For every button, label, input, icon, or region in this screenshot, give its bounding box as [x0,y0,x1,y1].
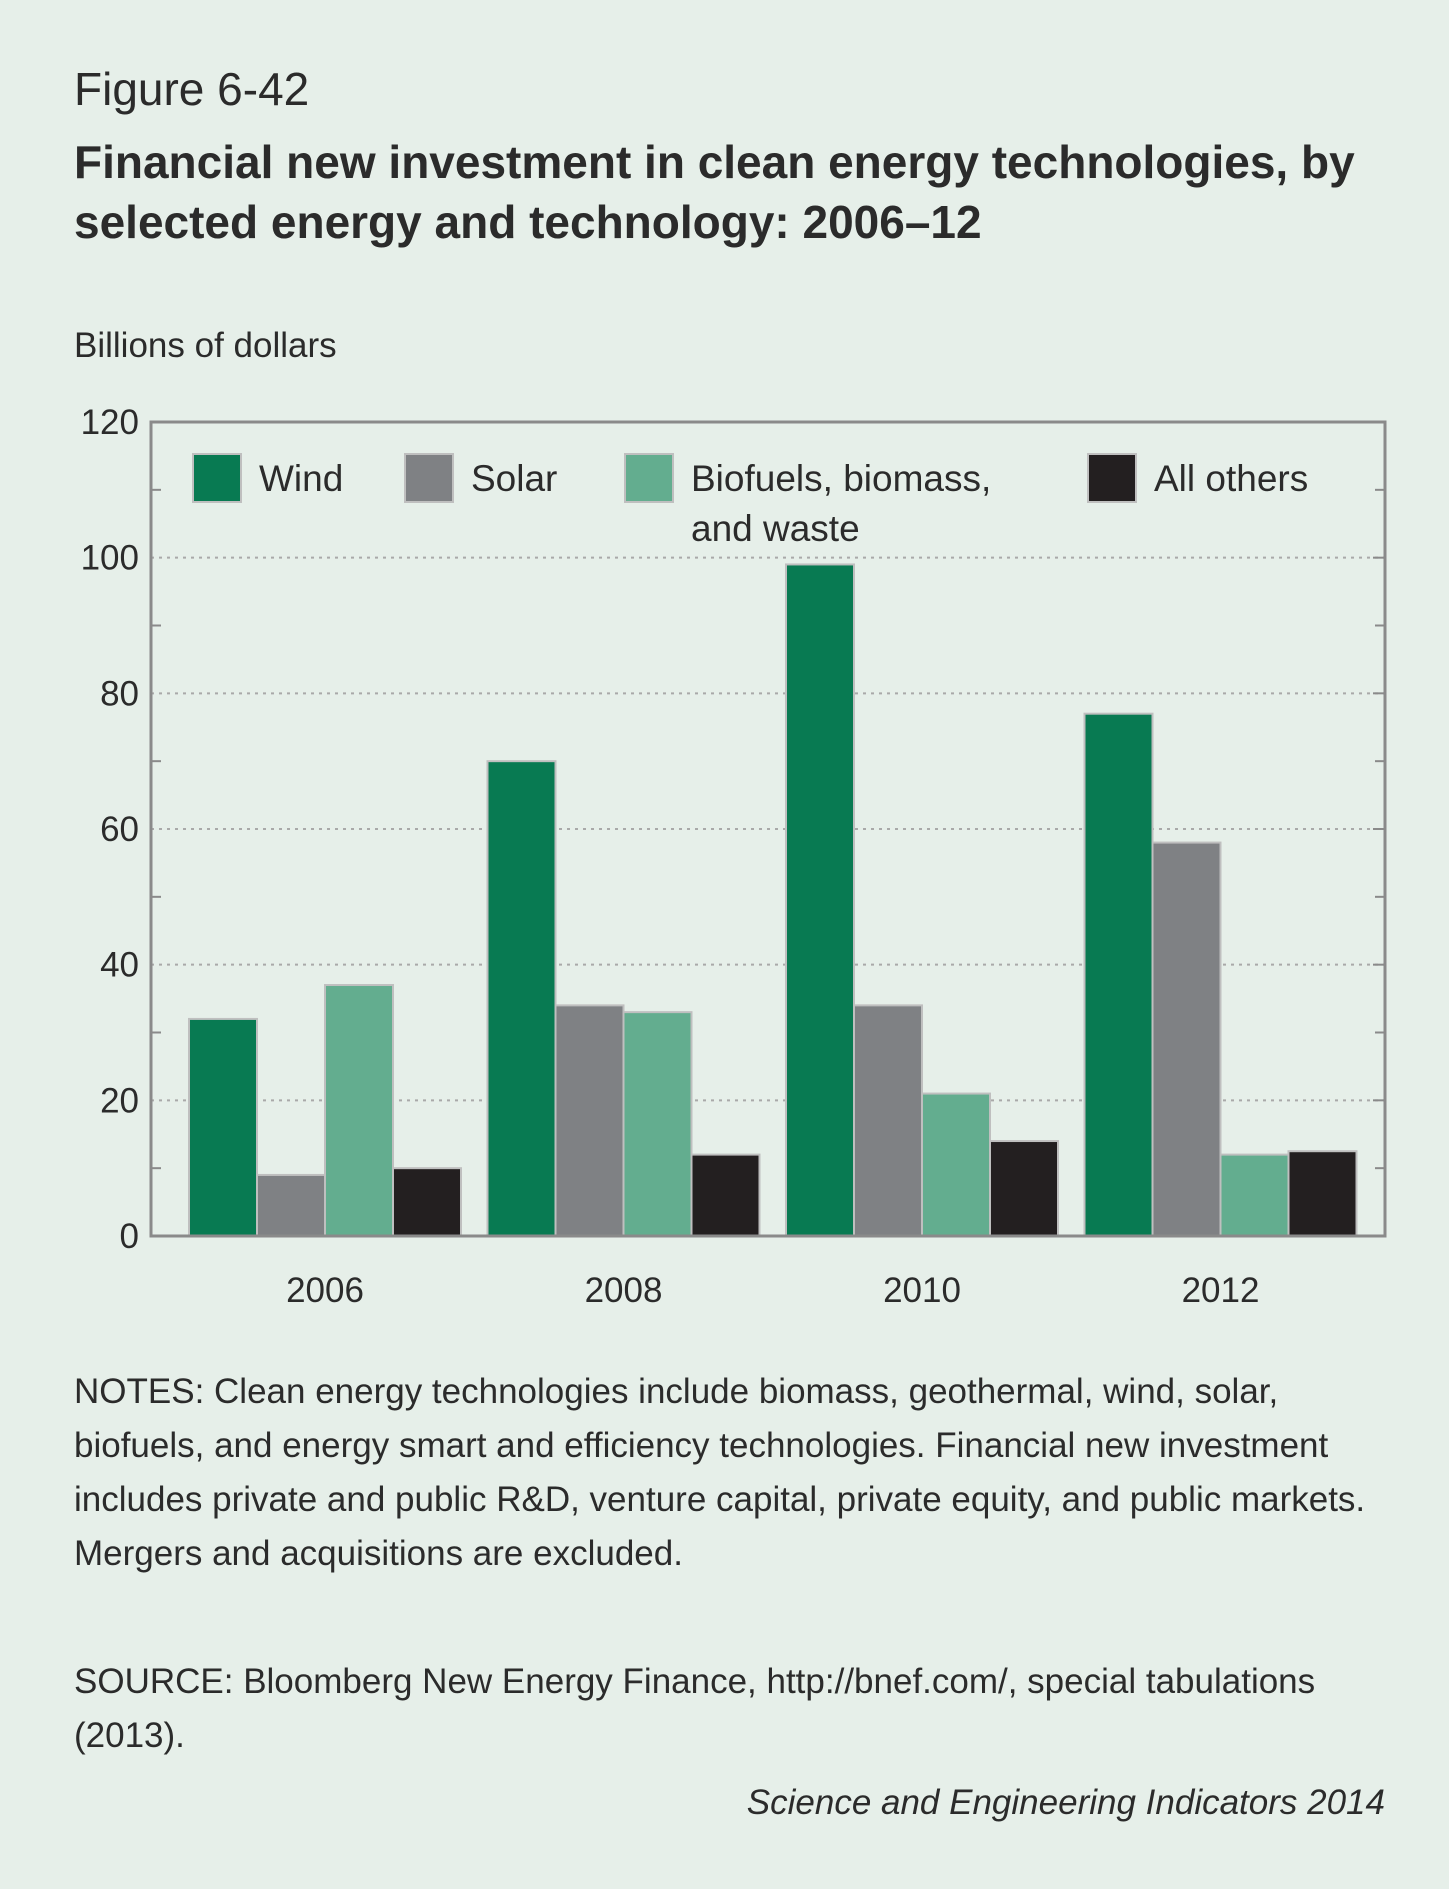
x-tick-label: 2012 [1182,1271,1260,1310]
publication-credit: Science and Engineering Indicators 2014 [746,1783,1385,1822]
legend-swatch [1087,453,1137,503]
legend-label: Solar [471,458,557,499]
axis-ticks: 0 20 40 60 80 100 120 2006 2008 2010 2012 [81,403,1385,1310]
bar-solar-2008 [554,1004,625,1237]
y-tick-label: 20 [100,1081,139,1120]
bar-biofuels-biomass-and-waste-2008 [622,1011,693,1238]
bar-solar-2010 [853,1004,923,1237]
bar-all-others-2010 [989,1140,1059,1237]
x-tick-label: 2006 [286,1271,364,1310]
bar-solar-2006 [256,1173,326,1237]
chart-notes: NOTES: Clean energy technologies include… [74,1372,1366,1573]
bar-wind-2006 [188,1017,258,1238]
bar-wind-2008 [486,760,557,1238]
bar-biofuels-biomass-and-waste-2010 [921,1092,991,1238]
figure-label: Figure 6-42 [74,63,310,115]
chart-title: Financial new investment in clean energy… [74,136,1355,248]
legend-label: Biofuels, biomass, [691,458,991,499]
y-tick-label: 80 [100,674,139,713]
legend-label: All others [1154,458,1308,499]
y-tick-label: 60 [100,810,139,849]
y-tick-label: 0 [120,1217,139,1256]
bar-biofuels-biomass-and-waste-2012 [1219,1153,1290,1237]
legend-swatch [624,453,674,503]
bar-biofuels-biomass-and-waste-2006 [324,984,394,1237]
legend-label: and waste [691,508,860,549]
bar-chart: 0 20 40 60 80 100 120 2006 2008 2010 2012 Wind Sola… [81,403,1387,1310]
bar-all-others-2012 [1287,1150,1358,1238]
chart-source: SOURCE: Bloomberg New Energy Finance, ht… [74,1662,1316,1755]
legend-swatch [192,453,242,503]
y-axis-unit-label: Billions of dollars [74,326,337,365]
y-tick-label: 100 [81,539,139,578]
bar-wind-2010 [785,563,855,1237]
bar-wind-2012 [1083,712,1154,1237]
x-tick-label: 2008 [585,1271,663,1310]
gridlines [151,556,1385,1102]
y-tick-label: 40 [100,946,139,985]
legend-swatch [404,453,454,503]
legend-label: Wind [259,458,343,499]
bars [188,563,1358,1238]
x-tick-label: 2010 [883,1271,961,1310]
bar-all-others-2006 [392,1167,462,1237]
y-tick-label: 120 [81,403,139,442]
legend: Wind Solar Biofuels, biomass, and waste All … [192,453,1308,549]
bar-solar-2012 [1151,841,1222,1237]
bar-all-others-2008 [690,1153,761,1237]
